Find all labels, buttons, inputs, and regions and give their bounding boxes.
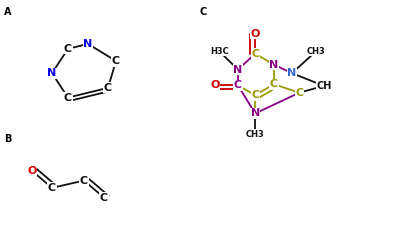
Text: C: C — [100, 193, 108, 203]
Text: C: C — [295, 88, 303, 98]
Text: B: B — [4, 134, 11, 144]
Text: C: C — [80, 176, 88, 185]
Text: C: C — [48, 183, 56, 193]
Text: CH3: CH3 — [307, 47, 325, 56]
Text: O: O — [27, 166, 37, 176]
Text: C: C — [270, 79, 278, 89]
Text: C: C — [104, 83, 112, 93]
Text: C: C — [251, 90, 259, 100]
Text: N: N — [287, 68, 297, 78]
Text: CH3: CH3 — [246, 130, 264, 139]
Text: C: C — [234, 81, 242, 90]
Text: C: C — [112, 56, 120, 66]
Text: H3C: H3C — [210, 47, 228, 56]
Text: CH: CH — [316, 81, 332, 91]
Text: N: N — [269, 60, 279, 70]
Text: C: C — [200, 7, 207, 17]
Text: C: C — [64, 93, 72, 102]
Text: A: A — [4, 7, 12, 17]
Text: C: C — [251, 49, 259, 59]
Text: C: C — [64, 44, 72, 54]
Text: N: N — [83, 39, 93, 49]
Text: O: O — [250, 29, 260, 39]
Text: O: O — [210, 81, 220, 90]
Text: N: N — [47, 68, 57, 78]
Text: N: N — [233, 65, 243, 74]
Text: N: N — [250, 109, 260, 118]
